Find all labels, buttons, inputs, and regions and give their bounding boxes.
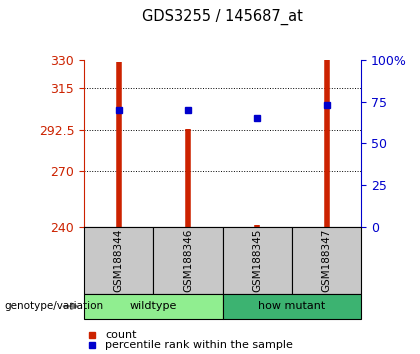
Text: GDS3255 / 145687_at: GDS3255 / 145687_at [142, 9, 303, 25]
Text: percentile rank within the sample: percentile rank within the sample [105, 340, 293, 350]
Text: GSM188344: GSM188344 [114, 228, 123, 292]
Text: GSM188346: GSM188346 [183, 228, 193, 292]
Bar [292, 227, 361, 294]
Text: GSM188345: GSM188345 [252, 228, 262, 292]
Bar [153, 227, 223, 294]
Bar [223, 227, 292, 294]
Text: how mutant: how mutant [258, 301, 326, 311]
Text: genotype/variation: genotype/variation [4, 301, 103, 311]
Bar [84, 294, 223, 319]
Text: count: count [105, 330, 136, 339]
Text: wildtype: wildtype [130, 301, 177, 311]
Bar [84, 227, 153, 294]
Bar [223, 294, 361, 319]
Text: GSM188347: GSM188347 [322, 228, 331, 292]
